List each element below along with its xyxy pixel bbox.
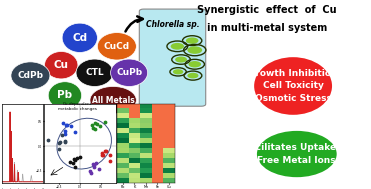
Point (62, 132, 68, 136)
Ellipse shape (48, 82, 82, 109)
Text: CuPb: CuPb (116, 68, 142, 77)
Circle shape (187, 73, 198, 78)
Point (56, 142, 62, 145)
Ellipse shape (76, 59, 113, 87)
Point (62, 140, 68, 143)
Ellipse shape (62, 23, 97, 52)
Point (70, 162, 76, 165)
Point (88, 172, 94, 175)
Point (62, 130, 68, 133)
Point (56, 148, 62, 151)
Text: CTL: CTL (85, 68, 104, 77)
Point (45, 138, 50, 141)
Point (63, 124, 69, 127)
Point (72, 130, 78, 133)
Point (67, 161, 73, 164)
Point (90, 163, 96, 166)
Point (90, 127, 96, 130)
Circle shape (171, 43, 184, 50)
Ellipse shape (45, 52, 78, 79)
Point (102, 149, 108, 152)
Circle shape (175, 57, 187, 63)
Point (59, 134, 65, 137)
Text: Synergistic  effect  of  Cu: Synergistic effect of Cu (197, 5, 337, 15)
Point (64, 124, 70, 127)
Point (71, 157, 77, 160)
Point (92, 122, 98, 125)
Text: Pb: Pb (58, 91, 72, 100)
Point (72, 166, 78, 169)
Text: All Metals: All Metals (92, 96, 135, 105)
Point (102, 121, 108, 124)
Circle shape (187, 46, 202, 54)
Point (91, 166, 97, 169)
Point (99, 154, 105, 157)
Point (93, 162, 99, 165)
Point (77, 156, 83, 159)
Point (91, 164, 96, 167)
Point (62, 139, 68, 142)
Point (94, 122, 100, 125)
Ellipse shape (111, 59, 148, 87)
Ellipse shape (11, 62, 50, 89)
Ellipse shape (97, 33, 137, 60)
Point (60, 122, 66, 125)
Point (89, 123, 95, 126)
Point (107, 154, 113, 157)
Ellipse shape (254, 57, 332, 115)
Text: Growth Inhibition
Cell Toxicity
Osmotic Stress: Growth Inhibition Cell Toxicity Osmotic … (248, 69, 338, 103)
Point (100, 154, 106, 157)
Point (74, 156, 80, 159)
Text: Chlorella sp.: Chlorella sp. (146, 20, 199, 29)
Circle shape (186, 37, 198, 44)
Text: Facilitates Uptake of
Free Metal Ions: Facilitates Uptake of Free Metal Ions (244, 143, 349, 165)
Circle shape (173, 69, 183, 74)
Text: Cd: Cd (72, 33, 87, 43)
Point (57, 141, 63, 144)
Text: CuCd: CuCd (104, 42, 130, 51)
Point (107, 160, 113, 163)
Point (72, 158, 78, 161)
FancyBboxPatch shape (139, 9, 206, 106)
Circle shape (188, 61, 201, 67)
Ellipse shape (90, 87, 137, 114)
Point (68, 124, 74, 127)
Point (103, 150, 109, 153)
Point (96, 167, 102, 170)
Text: Cu-dependent
metabolic changes: Cu-dependent metabolic changes (58, 102, 97, 111)
Point (87, 170, 93, 173)
Text: Cu: Cu (54, 60, 69, 70)
Point (99, 151, 105, 154)
Text: CdPb: CdPb (17, 71, 43, 80)
Ellipse shape (257, 131, 337, 177)
Point (98, 124, 104, 127)
Point (92, 128, 98, 131)
Text: in multi-metal system: in multi-metal system (207, 23, 327, 33)
